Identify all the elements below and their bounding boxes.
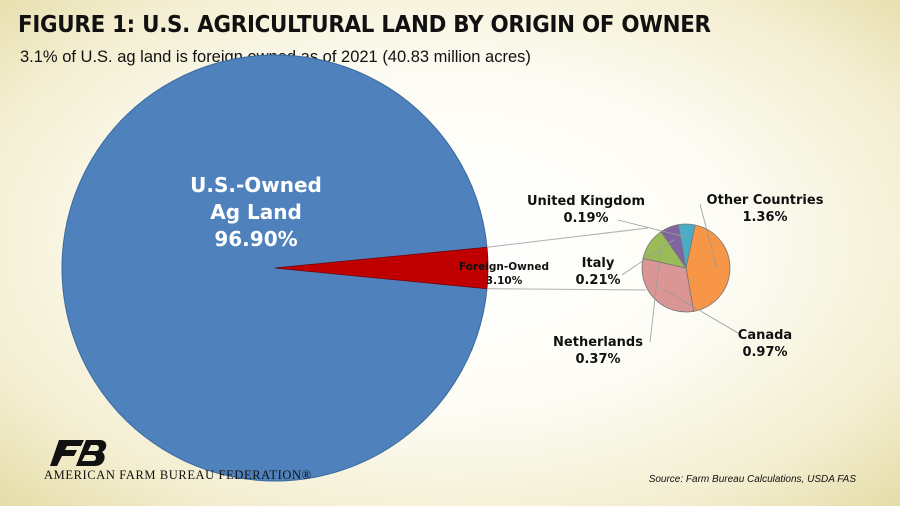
leader-line-netherlands xyxy=(649,250,661,343)
connector-line-top xyxy=(486,227,649,248)
data-label-united-kingdom: United Kingdom 0.19% xyxy=(527,194,645,226)
connector-line-bottom xyxy=(486,288,647,291)
data-label-u-s-owned-ag-land: U.S.-Owned Ag Land 96.90% xyxy=(190,173,322,251)
data-label-foreign-owned: Foreign-Owned 3.10% xyxy=(459,261,549,287)
pie-slice-u-s-owned-ag-land xyxy=(61,54,488,482)
data-label-other-countries: Other Countries 1.36% xyxy=(707,193,824,225)
data-label-italy: Italy 0.21% xyxy=(575,256,620,288)
organization-name: AMERICAN FARM BUREAU FEDERATION® xyxy=(44,468,312,482)
leader-line-italy xyxy=(621,239,675,276)
leader-line-other-countries xyxy=(699,203,718,269)
leader-line-united-kingdom xyxy=(617,219,687,238)
chart-title: FIGURE 1: U.S. AGRICULTURAL LAND BY ORIG… xyxy=(18,12,711,38)
data-label-netherlands: Netherlands 0.37% xyxy=(553,335,643,367)
pie-slice-united-kingdom xyxy=(677,223,696,269)
farm-bureau-fb-logo-icon xyxy=(50,440,107,466)
pie-slice-other-countries xyxy=(685,224,731,312)
source-note: Source: Farm Bureau Calculations, USDA F… xyxy=(648,474,856,485)
data-label-canada: Canada 0.97% xyxy=(738,328,792,360)
leader-line-canada xyxy=(663,288,739,334)
